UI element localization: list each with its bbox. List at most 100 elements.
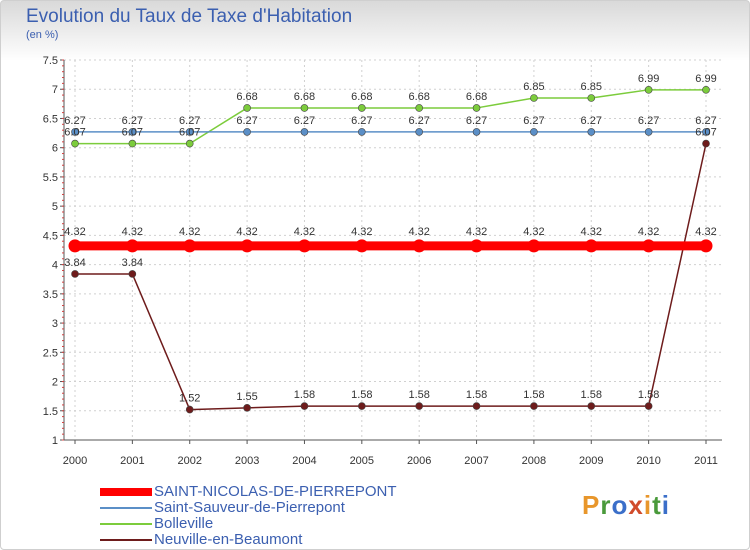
x-tick-label: 2009 bbox=[579, 455, 603, 467]
data-label: 6.27 bbox=[351, 115, 372, 127]
data-point bbox=[412, 239, 426, 253]
data-point bbox=[702, 128, 710, 136]
legend-swatch-saint-sauveur bbox=[100, 507, 152, 509]
data-label: 1.58 bbox=[581, 389, 602, 401]
legend-item-neuville: Neuville-en-Beaumont bbox=[100, 532, 460, 548]
x-tick-label: 2001 bbox=[120, 455, 144, 467]
data-point bbox=[243, 404, 251, 412]
data-point bbox=[472, 104, 481, 112]
data-point bbox=[355, 239, 369, 253]
data-label: 6.27 bbox=[179, 115, 200, 127]
data-label: 4.32 bbox=[695, 226, 716, 238]
data-label: 6.99 bbox=[638, 73, 659, 85]
y-tick-label: 3.5 bbox=[43, 289, 58, 301]
data-point bbox=[300, 104, 309, 112]
data-point bbox=[530, 94, 538, 102]
data-point bbox=[702, 86, 710, 94]
data-point bbox=[587, 128, 596, 136]
legend-swatch-neuville bbox=[100, 539, 152, 541]
data-label: 4.32 bbox=[294, 226, 315, 238]
x-tick-label: 2005 bbox=[350, 455, 374, 467]
data-label: 3.84 bbox=[122, 257, 143, 269]
data-point bbox=[584, 239, 598, 253]
y-tick-label: 7 bbox=[52, 84, 58, 96]
y-tick-label: 4 bbox=[52, 260, 58, 272]
data-label: 6.27 bbox=[466, 115, 487, 127]
data-point bbox=[128, 139, 137, 148]
x-tick-label: 2000 bbox=[63, 455, 87, 467]
data-label: 6.27 bbox=[294, 115, 315, 127]
y-tick-label: 3 bbox=[52, 318, 58, 330]
data-point bbox=[415, 104, 423, 112]
data-label: 1.58 bbox=[466, 389, 487, 401]
y-tick-label: 6.5 bbox=[43, 113, 58, 125]
legend-label: SAINT-NICOLAS-DE-PIERREPONT bbox=[154, 483, 397, 500]
data-point bbox=[243, 104, 251, 112]
data-point bbox=[587, 402, 596, 410]
data-point bbox=[358, 104, 366, 112]
x-tick-label: 2007 bbox=[464, 455, 488, 467]
y-tick-label: 4.5 bbox=[43, 230, 58, 242]
data-point bbox=[644, 86, 653, 94]
data-label: 4.32 bbox=[179, 226, 200, 238]
data-label: 6.27 bbox=[581, 115, 602, 127]
data-label: 4.32 bbox=[64, 226, 85, 238]
data-point bbox=[702, 139, 710, 148]
data-label: 1.58 bbox=[638, 389, 659, 401]
data-point bbox=[527, 239, 541, 253]
legend-item-saint-nicolas: SAINT-NICOLAS-DE-PIERREPONT bbox=[100, 484, 460, 500]
data-label: 6.27 bbox=[236, 115, 257, 127]
data-label: 4.32 bbox=[638, 226, 659, 238]
data-point bbox=[71, 139, 79, 148]
x-tick-label: 2004 bbox=[292, 455, 316, 467]
y-tick-label: 5 bbox=[52, 201, 58, 213]
data-point bbox=[472, 402, 481, 410]
data-label: 1.55 bbox=[236, 391, 257, 403]
y-tick-label: 6 bbox=[52, 143, 58, 155]
logo-letter: P bbox=[582, 490, 601, 520]
data-label: 4.32 bbox=[122, 226, 143, 238]
data-label: 6.68 bbox=[294, 91, 315, 103]
data-point bbox=[68, 239, 82, 253]
data-point bbox=[297, 239, 311, 253]
x-tick-label: 2003 bbox=[235, 455, 259, 467]
data-label: 1.58 bbox=[351, 389, 372, 401]
legend-swatch-bolleville bbox=[100, 523, 152, 525]
data-point bbox=[470, 239, 484, 253]
x-tick-label: 2010 bbox=[636, 455, 660, 467]
data-label: 6.68 bbox=[236, 91, 257, 103]
data-label: 4.32 bbox=[523, 226, 544, 238]
data-label: 1.58 bbox=[408, 389, 429, 401]
data-label: 6.27 bbox=[64, 115, 85, 127]
chart-subtitle: (en %) bbox=[26, 29, 59, 41]
data-point bbox=[125, 239, 139, 253]
x-tick-label: 2011 bbox=[694, 455, 718, 467]
data-point bbox=[183, 239, 197, 253]
data-label: 1.52 bbox=[179, 393, 200, 405]
data-label: 6.68 bbox=[408, 91, 429, 103]
data-label: 6.27 bbox=[523, 115, 544, 127]
data-label: 6.27 bbox=[122, 115, 143, 127]
data-label: 4.32 bbox=[408, 226, 429, 238]
legend-item-bolleville: Bolleville bbox=[100, 516, 460, 532]
data-label: 6.68 bbox=[351, 91, 372, 103]
data-point bbox=[185, 128, 194, 136]
logo-letter: r bbox=[600, 490, 612, 520]
data-label: 3.84 bbox=[64, 257, 85, 269]
logo-letter: t bbox=[652, 490, 662, 520]
data-label: 4.32 bbox=[236, 226, 257, 238]
data-point bbox=[243, 128, 251, 136]
y-tick-label: 2 bbox=[52, 377, 58, 389]
data-point bbox=[358, 402, 366, 410]
data-point bbox=[185, 405, 194, 414]
data-label: 6.07 bbox=[695, 127, 716, 139]
data-point bbox=[644, 402, 653, 410]
series-line bbox=[75, 89, 706, 145]
data-label: 6.07 bbox=[64, 127, 85, 139]
data-point bbox=[415, 128, 423, 136]
data-point bbox=[128, 128, 137, 136]
y-tick-label: 1.5 bbox=[43, 406, 58, 418]
legend-label: Neuville-en-Beaumont bbox=[154, 531, 303, 548]
data-point bbox=[699, 239, 713, 253]
